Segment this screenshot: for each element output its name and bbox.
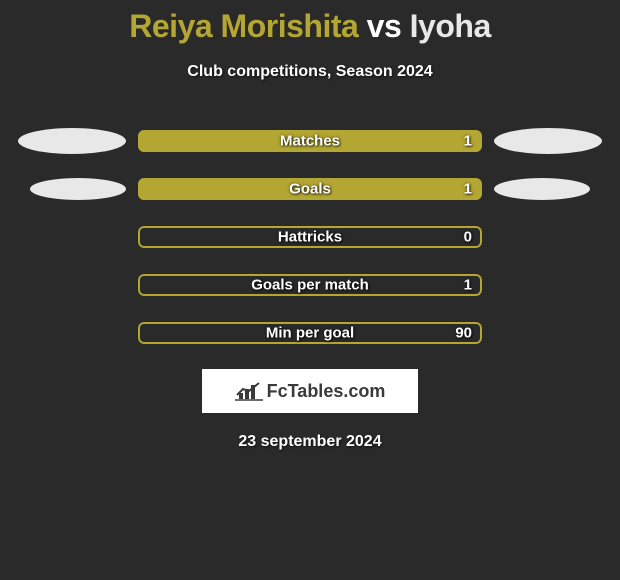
logo-text: FcTables.com — [267, 381, 386, 402]
player1-name: Reiya Morishita — [129, 8, 358, 44]
stat-row: Goals1 — [0, 177, 620, 201]
stat-bar: Matches1 — [138, 130, 482, 152]
stats-rows: Matches1 Goals1 Hattricks0 Goals per match1… — [0, 129, 620, 345]
right-ellipse — [494, 178, 590, 200]
stat-row: Goals per match1 — [0, 273, 620, 297]
bar-value: 0 — [464, 229, 472, 246]
stat-bar: Goals1 — [138, 178, 482, 200]
page-title: Reiya Morishita vs Iyoha — [0, 8, 620, 45]
stat-row: Hattricks0 — [0, 225, 620, 249]
player2-name: Iyoha — [410, 8, 491, 44]
subtitle: Club competitions, Season 2024 — [0, 63, 620, 81]
stat-row: Min per goal90 — [0, 321, 620, 345]
stat-row: Matches1 — [0, 129, 620, 153]
left-ellipse — [18, 128, 126, 154]
date-stamp: 23 september 2024 — [0, 433, 620, 451]
bar-label: Goals per match — [138, 277, 482, 294]
bar-value: 90 — [455, 325, 472, 342]
comparison-infographic: Reiya Morishita vs Iyoha Club competitio… — [0, 0, 620, 451]
bar-label: Hattricks — [138, 229, 482, 246]
bar-border — [138, 226, 482, 248]
chart-icon — [235, 381, 263, 401]
bar-fill — [138, 130, 482, 152]
bar-border — [138, 274, 482, 296]
source-logo-box: FcTables.com — [202, 369, 418, 413]
stat-bar: Goals per match1 — [138, 274, 482, 296]
stat-bar: Hattricks0 — [138, 226, 482, 248]
left-ellipse — [30, 178, 126, 200]
vs-text: vs — [358, 8, 409, 44]
right-ellipse — [494, 128, 602, 154]
bar-value: 1 — [464, 277, 472, 294]
bar-fill — [138, 178, 482, 200]
source-logo: FcTables.com — [235, 381, 386, 402]
stat-bar: Min per goal90 — [138, 322, 482, 344]
bar-label: Min per goal — [138, 325, 482, 342]
bar-border — [138, 322, 482, 344]
